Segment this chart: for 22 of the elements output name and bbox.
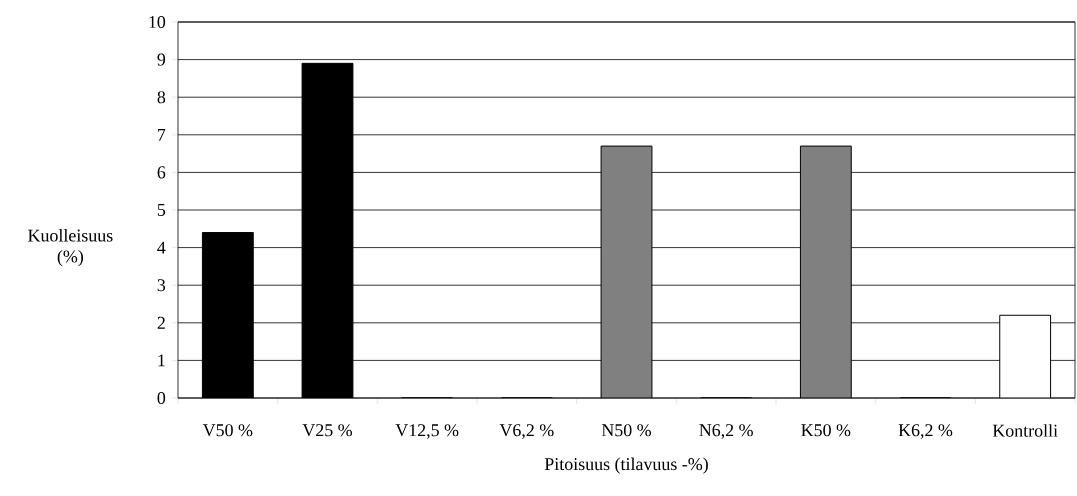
y-axis-title: Kuolleisuus (%) (28, 229, 113, 267)
y-tick-label: 2 (157, 316, 165, 329)
y-tick-label: 7 (158, 128, 166, 141)
x-tick-label: V50 % (202, 424, 253, 437)
x-tick-label: N6,2 % (699, 424, 753, 439)
x-axis-title: Pitoisuus (tilavuus -%) (544, 457, 708, 474)
y-tick-label: 10 (149, 15, 166, 29)
x-tick-label: Kontrolli (992, 424, 1058, 437)
y-tick-label: 8 (157, 91, 166, 104)
y-tick-label: 6 (157, 166, 166, 179)
x-tick-label: V25 % (302, 424, 353, 437)
x-tick-label: V6,2 % (499, 424, 554, 439)
y-tick-label: 1 (158, 354, 165, 367)
y-tick-label: 9 (157, 53, 166, 66)
y-tick-label: 0 (157, 391, 166, 405)
y-tick-label: 4 (157, 241, 166, 254)
x-tick-label: K6,2 % (898, 424, 953, 439)
y-tick-label: 3 (157, 279, 166, 292)
x-tick-label: K50 % (801, 424, 851, 437)
x-tick-label: N50 % (601, 424, 652, 437)
x-tick-label: V12,5 % (395, 424, 459, 439)
y-tick-label: 5 (157, 204, 166, 216)
